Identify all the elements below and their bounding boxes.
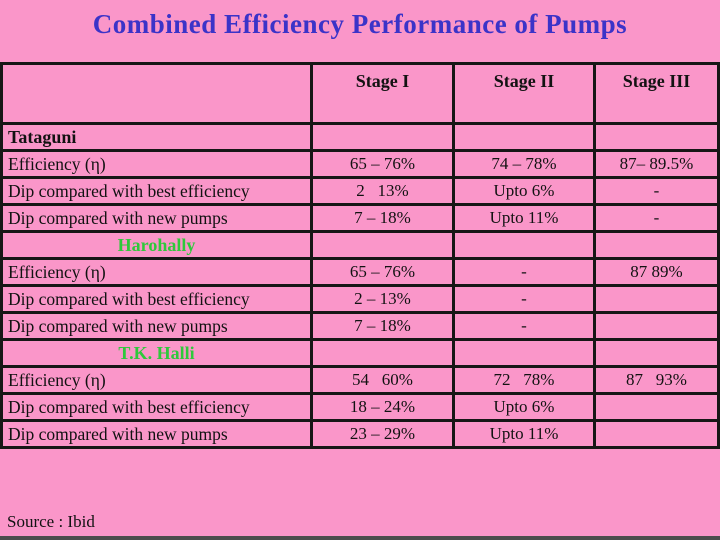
section-label-harohally: Harohally bbox=[0, 230, 313, 260]
cell-stage1: 2 – 13% bbox=[310, 284, 455, 314]
cell-stage1: 2 13% bbox=[310, 176, 455, 206]
table-row-harohally: Harohally bbox=[0, 230, 720, 260]
row-label: Dip compared with new pumps bbox=[0, 311, 313, 341]
cell-stage2: Upto 11% bbox=[452, 203, 596, 233]
cell-stage2: - bbox=[452, 284, 596, 314]
cell-stage2: 72 78% bbox=[452, 365, 596, 395]
row-label: Dip compared with new pumps bbox=[0, 419, 313, 449]
cell-stage3: 87 93% bbox=[593, 365, 720, 395]
cell-stage3 bbox=[593, 311, 720, 341]
cell-stage3 bbox=[593, 122, 720, 152]
row-label: Dip compared with best efficiency bbox=[0, 392, 313, 422]
table-header-row: Stage I Stage II Stage III bbox=[0, 62, 720, 125]
cell-stage3 bbox=[593, 392, 720, 422]
table-row-harohally-efficiency: Efficiency (η) 65 – 76% - 87 89% bbox=[0, 257, 720, 287]
row-label: Efficiency (η) bbox=[0, 257, 313, 287]
cell-stage3: - bbox=[593, 203, 720, 233]
cell-stage1 bbox=[310, 338, 455, 368]
cell-stage3 bbox=[593, 419, 720, 449]
cell-stage1: 7 – 18% bbox=[310, 311, 455, 341]
cell-stage2: Upto 11% bbox=[452, 419, 596, 449]
table-row-tkhalli: T.K. Halli bbox=[0, 338, 720, 368]
cell-stage1: 54 60% bbox=[310, 365, 455, 395]
cell-stage2 bbox=[452, 230, 596, 260]
header-empty-cell bbox=[0, 62, 313, 125]
row-label: Efficiency (η) bbox=[0, 365, 313, 395]
table-row-tkhalli-efficiency: Efficiency (η) 54 60% 72 78% 87 93% bbox=[0, 365, 720, 395]
cell-stage2: 74 – 78% bbox=[452, 149, 596, 179]
table-row-tkhalli-dip-new: Dip compared with new pumps 23 – 29% Upt… bbox=[0, 419, 720, 449]
cell-stage3 bbox=[593, 284, 720, 314]
table-row-tataguni: Tataguni bbox=[0, 122, 720, 152]
row-label: Dip compared with best efficiency bbox=[0, 284, 313, 314]
cell-stage1: 65 – 76% bbox=[310, 257, 455, 287]
cell-stage2: - bbox=[452, 257, 596, 287]
header-stage-3: Stage III bbox=[593, 62, 720, 125]
cell-stage3 bbox=[593, 230, 720, 260]
source-note: Source : Ibid bbox=[7, 512, 95, 531]
header-stage-1: Stage I bbox=[310, 62, 455, 125]
row-label: Dip compared with best efficiency bbox=[0, 176, 313, 206]
cell-stage2: Upto 6% bbox=[452, 176, 596, 206]
row-label: Dip compared with new pumps bbox=[0, 203, 313, 233]
section-label-tkhalli: T.K. Halli bbox=[0, 338, 313, 368]
table-row-tkhalli-dip-best: Dip compared with best efficiency 18 – 2… bbox=[0, 392, 720, 422]
cell-stage2 bbox=[452, 338, 596, 368]
cell-stage2: Upto 6% bbox=[452, 392, 596, 422]
cell-stage2 bbox=[452, 122, 596, 152]
cell-stage1: 18 – 24% bbox=[310, 392, 455, 422]
row-label: Efficiency (η) bbox=[0, 149, 313, 179]
cell-stage3: 87 89% bbox=[593, 257, 720, 287]
cell-stage2: - bbox=[452, 311, 596, 341]
section-label-tataguni: Tataguni bbox=[0, 122, 313, 152]
cell-stage1 bbox=[310, 230, 455, 260]
cell-stage1 bbox=[310, 122, 455, 152]
table-row-harohally-dip-new: Dip compared with new pumps 7 – 18% - bbox=[0, 311, 720, 341]
table-row-harohally-dip-best: Dip compared with best efficiency 2 – 13… bbox=[0, 284, 720, 314]
table-row-tataguni-dip-best: Dip compared with best efficiency 2 13% … bbox=[0, 176, 720, 206]
slide-title: Combined Efficiency Performance of Pumps bbox=[92, 9, 628, 39]
efficiency-table: Stage I Stage II Stage III Tataguni Effi… bbox=[0, 62, 720, 449]
cell-stage1: 23 – 29% bbox=[310, 419, 455, 449]
bottom-edge-strip bbox=[0, 536, 720, 540]
table-row-tataguni-dip-new: Dip compared with new pumps 7 – 18% Upto… bbox=[0, 203, 720, 233]
cell-stage1: 65 – 76% bbox=[310, 149, 455, 179]
cell-stage1: 7 – 18% bbox=[310, 203, 455, 233]
table-row-tataguni-efficiency: Efficiency (η) 65 – 76% 74 – 78% 87– 89.… bbox=[0, 149, 720, 179]
header-stage-2: Stage II bbox=[452, 62, 596, 125]
cell-stage3: 87– 89.5% bbox=[593, 149, 720, 179]
cell-stage3 bbox=[593, 338, 720, 368]
cell-stage3: - bbox=[593, 176, 720, 206]
